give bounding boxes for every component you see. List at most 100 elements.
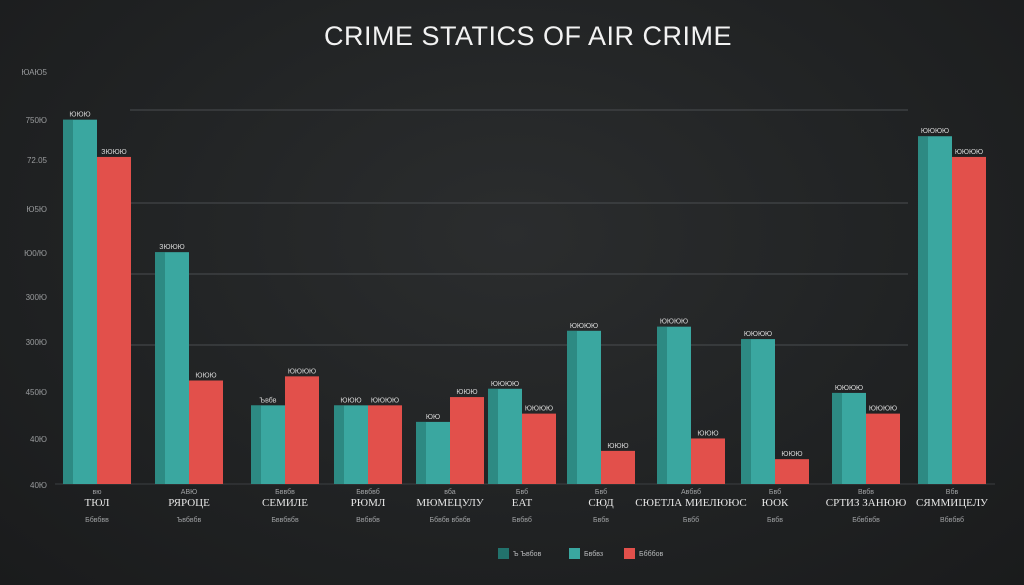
y-tick-label: Ю5Ю [26,205,47,214]
y-tick-label: 450Ю [26,388,47,397]
category-sub-label: Ввбвбв [356,516,380,524]
bar-series-2 [775,459,809,484]
category-top-label: Бввбв [275,488,295,496]
category-top-label: Вбв [946,488,959,496]
category-top-label: Бввбвб [356,488,380,496]
bar-series-2 [368,405,402,484]
category-label: СЯММИЦЕЛУ [916,497,988,509]
category-label: СЕМИЛЕ [262,497,308,509]
bar-series-1-shade [918,136,928,485]
value-label-series-1: ЮЮЮЮ [491,381,519,388]
y-axis-ticks: ЮАЮ5 750Ю 72.05 Ю5Ю Ю0/Ю 300Ю 300Ю 450Ю 40Ю 40Ю [21,68,47,490]
y-tick-label: Ю0/Ю [24,249,47,258]
category-sub-label: Бвбвб [512,516,532,524]
bar-series-1-shade [488,388,498,484]
legend-label: Бвбвз [584,550,603,558]
bar-series-1-shade [741,339,751,484]
bar-series-1-shade [657,326,667,484]
bar-series-1-shade [832,392,842,484]
bar-series-2 [691,438,725,484]
value-label-series-2: ЗЮЮЮ [101,149,126,156]
category-top-label: Бвб [595,488,607,496]
bars [63,119,986,485]
value-label-series-1: ЮЮЮЮ [744,331,772,338]
bar-series-2 [952,156,986,484]
bar-series-1-shade [63,119,73,485]
category-sub-label: Ббвбвв [85,516,109,524]
category-label: РЯРОЦЕ [168,497,210,509]
category-top-label: Бвб [516,488,528,496]
value-label-series-1: ЮЮЮЮ [921,128,949,135]
category-label: МЮМЕЦУЛУ [416,497,484,509]
value-label-series-2: ЮЮЮ [697,430,718,437]
bar-series-2 [601,450,635,484]
category-sub-label: Ббвбвбв [852,516,880,524]
value-label-series-1: ЮЮЮЮ [835,385,863,392]
value-label-series-2: ЮЮЮ [781,451,802,458]
bar-series-1-shade [567,330,577,484]
category-sub-label: Бвбв [593,516,609,524]
value-label-series-1: ЗЮЮЮ [159,244,184,251]
category-top-label: Авбвб [681,488,701,496]
value-label-series-2: ЮЮЮ [607,443,628,450]
category-top-label: вю [93,489,102,496]
y-tick-label: 72.05 [27,156,48,165]
chart-title: CRIME STATICS OF AIR CRIME [324,21,732,51]
category-label: СЮЕТЛА МИЕЛЮЮС [635,497,746,509]
bar-series-2 [285,376,319,484]
value-label-series-1: ЮЮЮ [340,397,361,404]
value-label-series-1: ЮЮЮЮ [660,319,688,326]
category-sub-label: Бвбб [683,516,699,524]
category-sub-label: Бвбв [767,516,783,524]
category-top-label: АВЮ [181,489,197,496]
legend-swatch [498,548,509,559]
value-label-series-1: Ъвбв [260,396,277,404]
category-sub-label: Ббвбв вбвбв [430,516,471,524]
bar-series-2 [522,413,556,484]
y-tick-label: 40Ю [30,435,47,444]
category-label: СРТИЗ ЗАНЮЮ [826,497,907,509]
value-label-series-2: ЮЮЮЮ [955,149,983,156]
category-sub-label: Бввбвбв [271,516,299,524]
category-sub-label: Ъвбвбв [177,516,202,524]
bar-series-1-shade [155,252,165,484]
category-label: ТЮЛ [85,497,110,509]
category-top-label: Ввбв [858,488,874,496]
y-tick-label: ЮАЮ5 [21,68,47,77]
value-label-series-2: ЮЮЮЮ [371,397,399,404]
legend-swatch [569,548,580,559]
bar-series-1-shade [334,405,344,484]
bar-series-2 [866,413,900,484]
bar-series-1-shade [251,405,261,484]
legend-label: Ббббов [639,550,664,558]
category-label: ЕАТ [512,497,533,509]
bar-series-1-shade [416,421,426,484]
y-tick-label: 300Ю [26,338,47,347]
value-label-series-1: ЮЮЮЮ [570,323,598,330]
category-top-label: Бвб [769,488,781,496]
value-label-series-1: ЮЮ [426,414,440,421]
category-label: РЮМЛ [351,497,386,509]
value-label-series-2: ЮЮЮ [456,389,477,396]
category-top-label: вба [444,488,455,496]
legend-swatch [624,548,635,559]
value-label-series-2: ЮЮЮЮ [288,368,316,375]
value-label-series-2: ЮЮЮЮ [869,406,897,413]
y-tick-label: 40Ю [30,481,47,490]
legend: Ъ Ъвбов Бвбвз Ббббов [498,548,664,559]
category-label: ЮОК [762,497,789,509]
value-label-series-1: ЮЮЮ [69,112,90,119]
y-tick-label: 300Ю [26,293,47,302]
bar-series-2 [189,380,223,484]
category-sub-label: Вбвбвб [940,516,964,524]
bar-series-2 [450,397,484,484]
bar-series-2 [97,156,131,484]
value-label-series-2: ЮЮЮЮ [525,406,553,413]
y-tick-label: 750Ю [26,116,47,125]
value-label-series-2: ЮЮЮ [195,373,216,380]
legend-label: Ъ Ъвбов [513,550,542,558]
category-label: СЮД [588,497,614,509]
